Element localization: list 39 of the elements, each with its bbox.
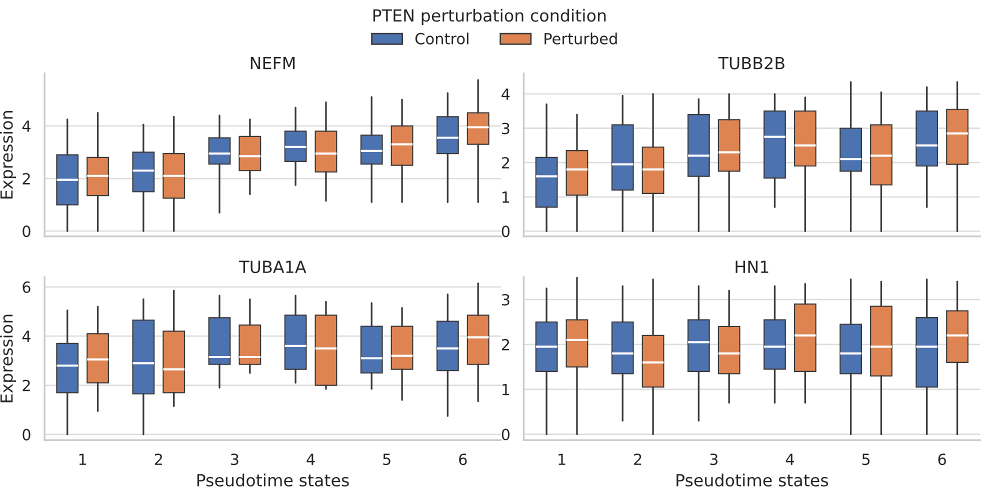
y-tick-label: 4 — [22, 120, 30, 132]
x-tick-label: 5 — [862, 454, 870, 466]
x-tick-label: 6 — [459, 454, 467, 466]
y-tick-label: 2 — [502, 157, 510, 168]
y-tick-label: 1 — [502, 192, 510, 203]
y-tick-label: 2 — [22, 172, 30, 184]
y-tick-label: 2 — [22, 380, 30, 392]
x-tick-label: 4 — [786, 454, 794, 465]
legend-label: Perturbed — [544, 32, 617, 44]
chart-title: TUBA1A — [239, 260, 306, 274]
x-tick-label: 3 — [231, 454, 238, 466]
y-tick-label: 3 — [502, 294, 510, 306]
y-tick-label: 6 — [22, 281, 30, 293]
legend-title: PTEN perturbation condition — [373, 8, 606, 25]
x-tick-label: 2 — [154, 454, 162, 465]
legend-label: Control — [415, 32, 468, 44]
chart-title: TUBB2B — [718, 56, 784, 70]
y-tick-label: 1 — [502, 384, 510, 396]
x-tick-label: 4 — [306, 454, 315, 465]
x-tick-label: 1 — [558, 454, 566, 465]
x-tick-label: 1 — [79, 454, 86, 465]
x-tick-label: 3 — [710, 454, 718, 466]
x-axis-title: Pseudotime states — [197, 474, 349, 487]
y-tick-label: 0 — [502, 226, 510, 238]
x-tick-label: 6 — [938, 454, 946, 466]
x-tick-label: 2 — [634, 454, 642, 465]
y-tick-label: 0 — [22, 226, 30, 238]
y-tick-label: 4 — [22, 330, 30, 342]
chart-title: NEFM — [250, 57, 295, 70]
y-axis-title: Expression — [0, 314, 16, 402]
y-tick-label: 4 — [502, 88, 510, 100]
x-axis-title: Pseudotime states — [676, 474, 828, 487]
y-tick-label: 2 — [502, 338, 510, 350]
chart-title: HN1 — [736, 260, 768, 273]
y-tick-label: 0 — [502, 428, 510, 440]
x-tick-label: 5 — [383, 454, 390, 466]
y-tick-label: 0 — [22, 428, 30, 440]
y-tick-label: 3 — [502, 122, 510, 134]
y-axis-title: Expression — [0, 111, 16, 198]
